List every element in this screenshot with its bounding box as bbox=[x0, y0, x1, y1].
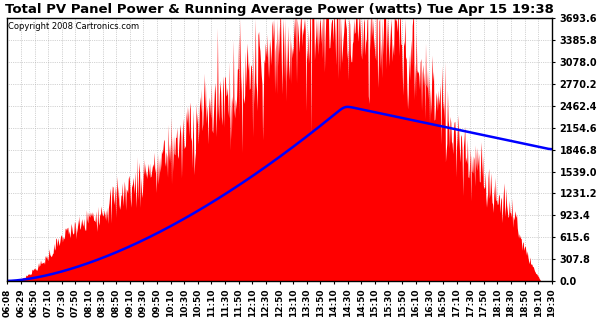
Text: Copyright 2008 Cartronics.com: Copyright 2008 Cartronics.com bbox=[8, 22, 139, 31]
Title: Total PV Panel Power & Running Average Power (watts) Tue Apr 15 19:38: Total PV Panel Power & Running Average P… bbox=[5, 3, 554, 16]
